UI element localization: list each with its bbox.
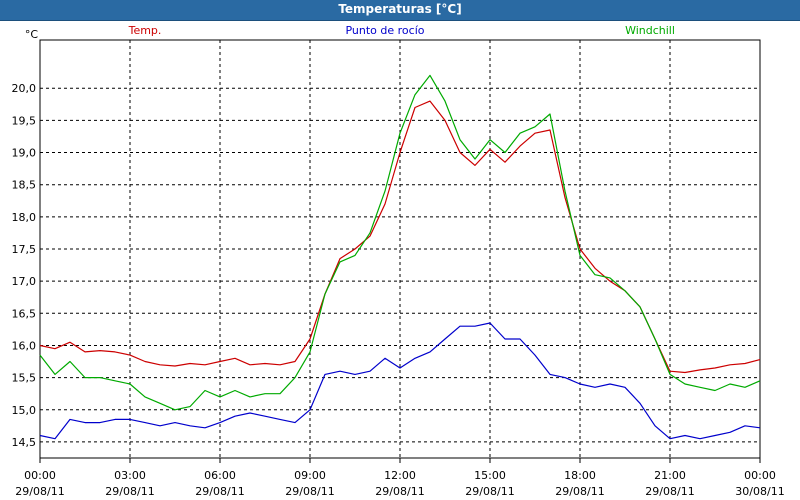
x-tick-time-label: 21:00 — [654, 469, 686, 482]
y-tick-label: 17,0 — [12, 275, 37, 288]
y-tick-label: 14,5 — [12, 436, 37, 449]
y-tick-label: 16,0 — [12, 339, 37, 352]
x-tick-time-label: 15:00 — [474, 469, 506, 482]
x-tick-date-label: 29/08/11 — [285, 485, 334, 498]
y-tick-label: 15,5 — [12, 372, 37, 385]
x-tick-time-label: 18:00 — [564, 469, 596, 482]
x-tick-date-label: 29/08/11 — [465, 485, 514, 498]
y-tick-label: 19,0 — [12, 147, 37, 160]
x-tick-date-label: 29/08/11 — [195, 485, 244, 498]
y-tick-label: 20,0 — [12, 82, 37, 95]
window-title-bar: Temperaturas [°C] — [0, 0, 800, 21]
x-tick-date-label: 29/08/11 — [555, 485, 604, 498]
x-tick-date-label: 29/08/11 — [105, 485, 154, 498]
y-tick-label: 19,5 — [12, 114, 37, 127]
temperature-chart: 14,5 15,0 15,5 16,0 16,5 17,0 17,5 18,0 18,5 19,0… — [12, 24, 785, 498]
chart-title: Temperaturas [°C] — [338, 2, 462, 16]
legend-entry-3: Windchill — [625, 24, 675, 37]
y-tick-label: 17,5 — [12, 243, 37, 256]
y-tick-label: 16,5 — [12, 307, 37, 320]
x-tick-time-label: 00:00 — [24, 469, 56, 482]
x-tick-time-label: 12:00 — [384, 469, 416, 482]
x-tick-date-label: 29/08/11 — [375, 485, 424, 498]
y-tick-label: 15,0 — [12, 404, 37, 417]
legend-entry-1: Temp. — [128, 24, 162, 37]
y-tick-label: 18,5 — [12, 179, 37, 192]
series-line-3 — [39, 74, 761, 411]
y-axis-unit-label: °C — [25, 28, 39, 41]
x-tick-date-label: 30/08/11 — [735, 485, 784, 498]
legend-entry-2: Punto de rocío — [345, 24, 424, 37]
x-tick-time-label: 09:00 — [294, 469, 326, 482]
x-tick-time-label: 03:00 — [114, 469, 146, 482]
x-tick-time-label: 06:00 — [204, 469, 236, 482]
x-tick-time-label: 00:00 — [744, 469, 776, 482]
y-tick-label: 18,0 — [12, 211, 37, 224]
x-tick-date-label: 29/08/11 — [15, 485, 64, 498]
x-tick-date-label: 29/08/11 — [645, 485, 694, 498]
series-line-2 — [39, 322, 761, 440]
